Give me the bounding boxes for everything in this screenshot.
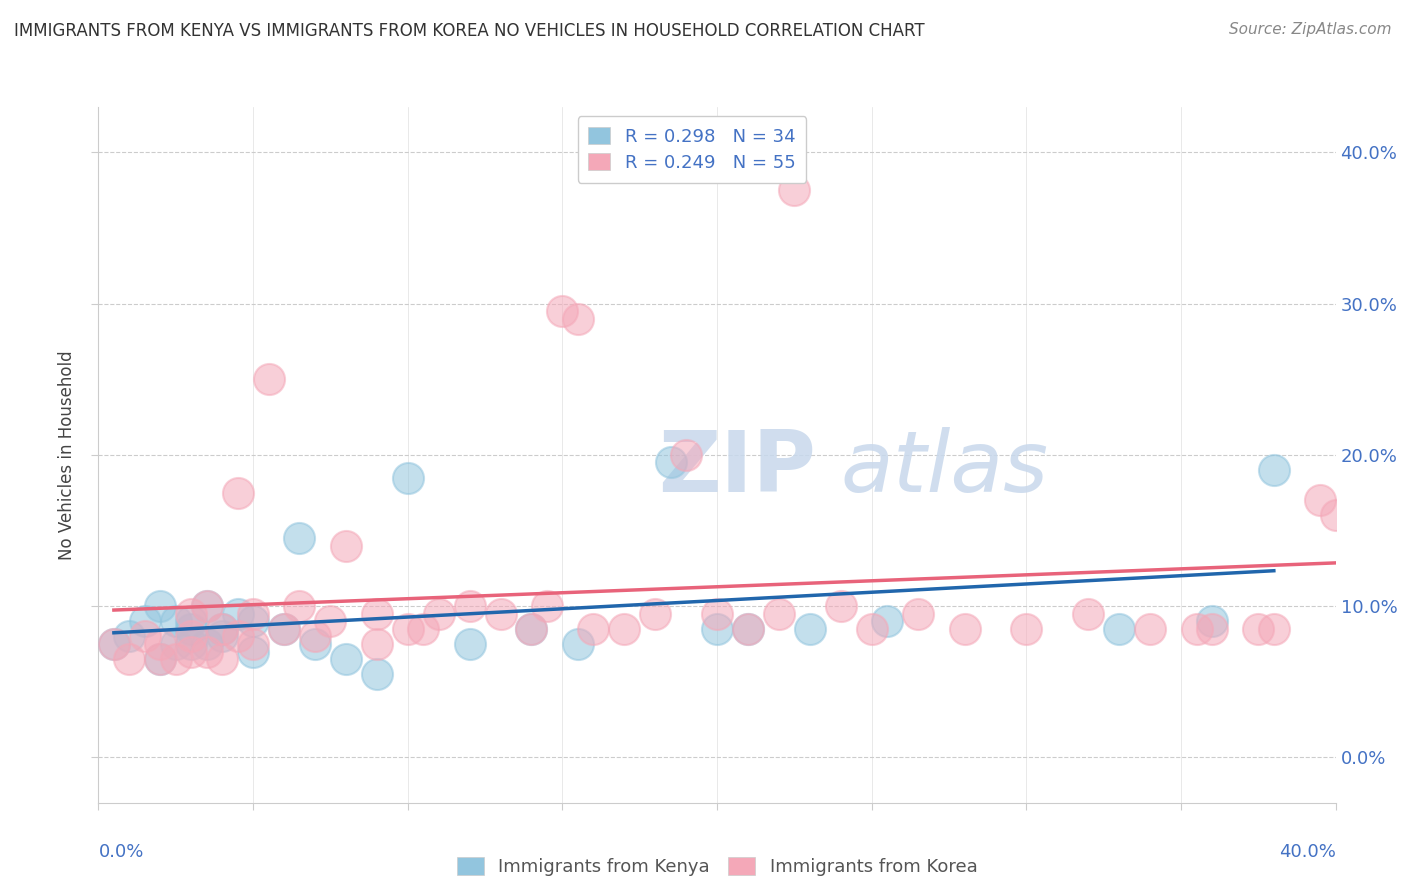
Point bbox=[659, 455, 682, 469]
Point bbox=[1108, 622, 1130, 636]
Point bbox=[195, 644, 218, 658]
Text: IMMIGRANTS FROM KENYA VS IMMIGRANTS FROM KOREA NO VEHICLES IN HOUSEHOLD CORRELAT: IMMIGRANTS FROM KENYA VS IMMIGRANTS FROM… bbox=[14, 22, 925, 40]
Point bbox=[242, 644, 264, 658]
Point bbox=[304, 629, 326, 643]
Point bbox=[412, 622, 434, 636]
Point bbox=[288, 531, 311, 545]
Point bbox=[706, 622, 728, 636]
Point bbox=[366, 637, 388, 651]
Point bbox=[226, 629, 249, 643]
Point bbox=[1324, 508, 1347, 523]
Point bbox=[458, 599, 481, 614]
Point bbox=[211, 622, 233, 636]
Point bbox=[335, 652, 357, 666]
Point bbox=[536, 599, 558, 614]
Point bbox=[226, 485, 249, 500]
Point bbox=[103, 637, 125, 651]
Point bbox=[675, 448, 697, 462]
Point bbox=[149, 652, 172, 666]
Point bbox=[118, 629, 141, 643]
Point bbox=[180, 615, 202, 629]
Point bbox=[396, 622, 419, 636]
Point bbox=[953, 622, 976, 636]
Point bbox=[907, 607, 929, 621]
Point bbox=[1139, 622, 1161, 636]
Point bbox=[768, 607, 790, 621]
Point bbox=[273, 622, 295, 636]
Point bbox=[1247, 622, 1270, 636]
Text: Source: ZipAtlas.com: Source: ZipAtlas.com bbox=[1229, 22, 1392, 37]
Point bbox=[273, 622, 295, 636]
Point bbox=[304, 637, 326, 651]
Point bbox=[211, 652, 233, 666]
Point bbox=[1015, 622, 1038, 636]
Point bbox=[180, 637, 202, 651]
Point bbox=[195, 599, 218, 614]
Point bbox=[706, 607, 728, 621]
Point bbox=[1077, 607, 1099, 621]
Point bbox=[211, 629, 233, 643]
Point bbox=[799, 622, 821, 636]
Point bbox=[1309, 493, 1331, 508]
Point bbox=[257, 372, 280, 386]
Point bbox=[1263, 463, 1285, 477]
Point bbox=[195, 637, 218, 651]
Point bbox=[165, 652, 187, 666]
Point bbox=[242, 607, 264, 621]
Point bbox=[165, 637, 187, 651]
Point bbox=[613, 622, 636, 636]
Point bbox=[860, 622, 883, 636]
Point bbox=[396, 470, 419, 484]
Point bbox=[118, 652, 141, 666]
Point bbox=[149, 652, 172, 666]
Point bbox=[876, 615, 898, 629]
Text: atlas: atlas bbox=[841, 427, 1049, 510]
Point bbox=[1201, 615, 1223, 629]
Point bbox=[242, 637, 264, 651]
Point bbox=[195, 599, 218, 614]
Point bbox=[582, 622, 605, 636]
Legend: Immigrants from Kenya, Immigrants from Korea: Immigrants from Kenya, Immigrants from K… bbox=[450, 850, 984, 883]
Point bbox=[1263, 622, 1285, 636]
Point bbox=[366, 607, 388, 621]
Point bbox=[458, 637, 481, 651]
Point bbox=[366, 667, 388, 681]
Point bbox=[644, 607, 666, 621]
Point bbox=[180, 629, 202, 643]
Point bbox=[149, 637, 172, 651]
Point bbox=[180, 622, 202, 636]
Point bbox=[520, 622, 543, 636]
Point bbox=[180, 607, 202, 621]
Point bbox=[165, 615, 187, 629]
Point bbox=[103, 637, 125, 651]
Point bbox=[149, 599, 172, 614]
Point bbox=[427, 607, 450, 621]
Point bbox=[830, 599, 852, 614]
Point bbox=[134, 629, 156, 643]
Y-axis label: No Vehicles in Household: No Vehicles in Household bbox=[58, 350, 76, 560]
Point bbox=[180, 644, 202, 658]
Point bbox=[319, 615, 342, 629]
Point bbox=[242, 615, 264, 629]
Point bbox=[134, 615, 156, 629]
Text: 0.0%: 0.0% bbox=[98, 843, 143, 861]
Point bbox=[737, 622, 759, 636]
Point bbox=[226, 607, 249, 621]
Point bbox=[1185, 622, 1208, 636]
Text: ZIP: ZIP bbox=[658, 427, 815, 510]
Point bbox=[551, 304, 574, 318]
Point bbox=[288, 599, 311, 614]
Point bbox=[1201, 622, 1223, 636]
Point bbox=[737, 622, 759, 636]
Point bbox=[335, 539, 357, 553]
Text: 40.0%: 40.0% bbox=[1279, 843, 1336, 861]
Point bbox=[567, 637, 589, 651]
Point bbox=[567, 311, 589, 326]
Point bbox=[520, 622, 543, 636]
Point bbox=[489, 607, 512, 621]
Point bbox=[211, 622, 233, 636]
Point bbox=[783, 183, 806, 197]
